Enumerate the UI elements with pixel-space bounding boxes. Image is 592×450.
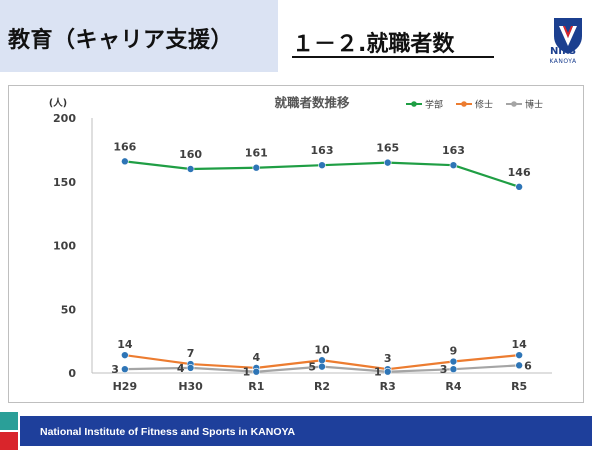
y-tick-label: 50	[61, 303, 77, 316]
footer-institution-name: National Institute of Fitness and Sports…	[40, 426, 296, 438]
data-point	[121, 365, 129, 373]
footer-square-teal	[0, 412, 18, 430]
data-label: 161	[245, 147, 268, 160]
data-label: 165	[376, 142, 399, 155]
legend-marker	[511, 101, 517, 107]
data-point	[449, 161, 458, 169]
data-point	[383, 367, 392, 376]
data-label: 160	[179, 148, 202, 161]
data-label: 7	[187, 347, 195, 360]
x-tick-label: R5	[511, 380, 527, 393]
x-tick-label: R4	[445, 380, 461, 393]
data-label: 14	[511, 338, 527, 351]
footer	[0, 412, 592, 450]
x-tick-label: R1	[248, 380, 264, 393]
data-point	[252, 367, 261, 376]
section-title-underline	[292, 56, 494, 58]
data-label: 163	[311, 144, 334, 157]
data-point	[186, 364, 195, 372]
data-label: 166	[113, 140, 136, 153]
data-label: 10	[314, 343, 330, 356]
data-point	[121, 351, 129, 359]
data-label: 1	[243, 366, 251, 379]
data-point	[515, 183, 523, 191]
data-label: 163	[442, 144, 465, 157]
data-point	[121, 157, 129, 166]
data-point	[383, 158, 392, 167]
title-banner	[0, 0, 278, 72]
chart-border	[8, 85, 584, 403]
page-title: 教育（キャリア支援）	[8, 28, 234, 53]
section-title: １－２.就職者数	[292, 32, 455, 57]
data-label: 3	[384, 352, 392, 365]
data-label: 1	[374, 366, 382, 379]
y-axis-unit: (人)	[49, 97, 67, 109]
data-label: 146	[508, 166, 531, 179]
data-point	[449, 357, 458, 366]
y-tick-label: 200	[53, 112, 76, 125]
data-point	[515, 361, 523, 370]
data-label: 4	[177, 362, 185, 375]
chart-legend: 学部 修士 博士	[406, 99, 543, 111]
data-point	[449, 365, 458, 373]
y-tick-label: 100	[53, 240, 76, 253]
data-point	[186, 165, 195, 173]
data-label: 9	[450, 345, 458, 358]
logo-subcaption: KANOYA	[549, 58, 577, 65]
data-label: 3	[111, 363, 119, 376]
y-tick-label: 0	[68, 367, 76, 380]
chart-title: 就職者数推移	[274, 95, 350, 110]
y-tick-label: 150	[53, 176, 76, 189]
legend-label: 学部	[425, 99, 443, 111]
chart-marks	[121, 157, 523, 376]
data-point	[318, 356, 326, 365]
legend-marker	[461, 101, 467, 107]
legend-label: 博士	[525, 99, 543, 111]
data-label: 6	[524, 359, 532, 372]
data-point	[252, 163, 261, 172]
legend-marker	[411, 101, 417, 107]
footer-square-red	[0, 432, 18, 450]
data-label: 3	[440, 363, 448, 376]
x-tick-label: R3	[380, 380, 396, 393]
data-point	[318, 161, 326, 169]
logo-caption: NIFS	[549, 46, 577, 57]
data-point	[318, 362, 326, 371]
x-tick-label: H30	[178, 380, 203, 393]
chart-axes: 0 50 100 150 200 H29 H30 R1 R2 R3 R4 R5	[53, 112, 552, 393]
legend-label: 修士	[475, 99, 493, 111]
x-tick-label: R2	[314, 380, 330, 393]
data-label: 4	[252, 351, 260, 364]
data-label: 5	[308, 361, 316, 374]
footer-band	[20, 416, 592, 446]
data-label: 14	[117, 338, 133, 351]
x-tick-label: H29	[113, 380, 138, 393]
data-point	[515, 351, 523, 359]
university-logo	[554, 18, 582, 54]
